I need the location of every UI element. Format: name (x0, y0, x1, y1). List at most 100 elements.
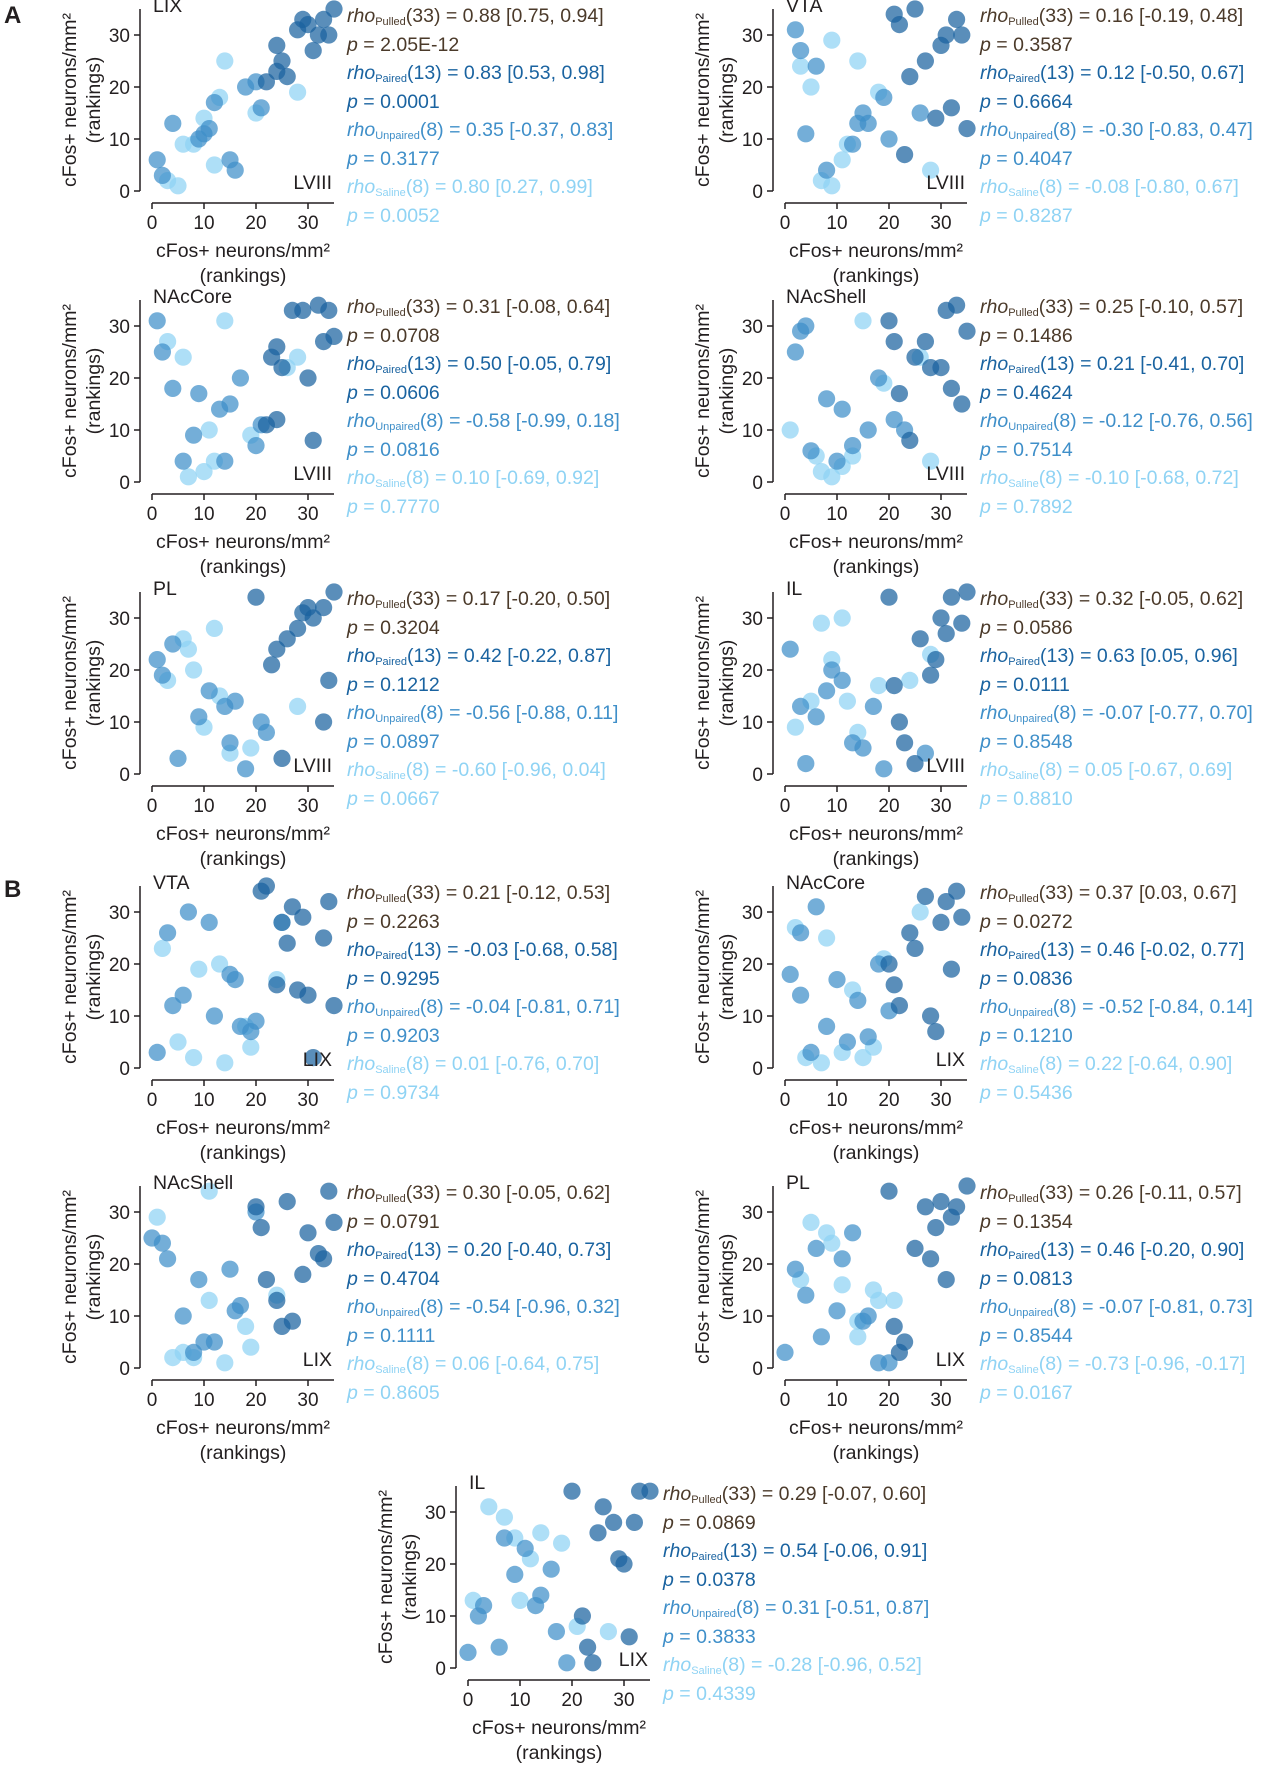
point-paired (268, 338, 286, 356)
y-axis-label: cFos+ neurons/mm² (59, 890, 81, 1064)
point-unpaired (859, 1028, 877, 1046)
y-tick-label: 0 (752, 765, 763, 786)
point-unpaired (880, 130, 898, 148)
x-axis-label: cFos+ neurons/mm² (789, 1117, 963, 1139)
x-tick-label: 0 (147, 504, 158, 525)
x-axis-label-units: (rankings) (833, 848, 920, 870)
point-unpaired (828, 971, 846, 989)
x-tick-label: 30 (930, 1390, 951, 1411)
plot-title: PL (786, 1172, 810, 1194)
point-paired (927, 1023, 945, 1041)
p-value-saline: p = 0.9734 (347, 1081, 440, 1104)
point-unpaired (153, 1234, 171, 1252)
point-paired (958, 1177, 976, 1195)
point-unpaired (875, 760, 893, 778)
point-unpaired (459, 1643, 477, 1661)
x-tick-label: 30 (930, 1090, 951, 1111)
point-paired (268, 1291, 286, 1309)
y-axis-label-units: (rankings) (716, 57, 738, 144)
point-paired (948, 1198, 966, 1216)
rho-unpaired: rhoUnpaired(8) = -0.12 [-0.76, 0.56] (980, 410, 1253, 433)
point-paired (294, 1265, 312, 1283)
point-paired (573, 1607, 592, 1625)
rho-paired: rhoPaired(13) = 0.50 [-0.05, 0.79] (347, 353, 612, 376)
y-axis-label-units: (rankings) (716, 348, 738, 435)
y-tick-label: 30 (109, 1203, 130, 1224)
point-unpaired (542, 1560, 560, 1578)
point-paired (942, 960, 961, 978)
point-saline (885, 1291, 903, 1309)
x-tick-label: 10 (826, 1090, 847, 1111)
point-paired (948, 882, 966, 900)
point-saline (216, 52, 234, 70)
point-paired (937, 893, 955, 911)
x-tick-label: 30 (930, 796, 951, 817)
point-paired (268, 411, 286, 429)
point-unpaired (558, 1654, 576, 1672)
point-unpaired (802, 1043, 820, 1061)
x-axis-label: cFos+ neurons/mm² (156, 823, 330, 845)
point-unpaired (506, 1565, 524, 1583)
rho-saline: rhoSaline(8) = -0.10 [-0.68, 0.72] (980, 467, 1239, 490)
point-paired (320, 671, 338, 690)
x-axis-label: cFos+ neurons/mm² (156, 240, 330, 262)
point-unpaired (164, 379, 182, 397)
y-tick-label: 20 (109, 369, 130, 390)
p-value-saline: p = 0.8287 (980, 204, 1073, 227)
point-saline (200, 1182, 218, 1200)
point-paired (325, 0, 343, 18)
y-axis-label: cFos+ neurons/mm² (59, 304, 81, 478)
point-paired (625, 1513, 644, 1531)
x-axis-label-units: (rankings) (833, 1142, 920, 1164)
point-saline (179, 468, 197, 486)
point-unpaired (828, 452, 846, 470)
corner-label: LVIII (926, 755, 965, 777)
y-axis-label-units: (rankings) (83, 934, 105, 1021)
point-unpaired (823, 661, 841, 679)
point-paired (885, 976, 903, 994)
p-value-pulled: p = 0.3204 (347, 616, 440, 639)
point-paired (257, 73, 275, 91)
stats-block-5: rhoPulled(33) = 0.17 [-0.20, 0.50] p = 0.… (347, 585, 618, 813)
point-paired (304, 1049, 322, 1067)
point-unpaired (875, 88, 893, 106)
x-tick-label: 20 (245, 1390, 266, 1411)
p-value-unpaired: p = 0.7514 (980, 438, 1073, 461)
plot-title: IL (469, 1472, 485, 1494)
y-tick-label: 10 (742, 1307, 763, 1328)
point-paired (304, 431, 322, 449)
point-paired (922, 666, 940, 684)
point-unpaired (818, 161, 836, 179)
p-value-unpaired: p = 0.3833 (663, 1625, 756, 1648)
y-tick-label: 10 (109, 713, 130, 734)
point-saline (922, 452, 940, 470)
p-value-paired: p = 0.1212 (347, 673, 440, 696)
rho-pulled: rhoPulled(33) = 0.16 [-0.19, 0.48] (980, 5, 1244, 28)
y-tick-label: 20 (109, 1255, 130, 1276)
y-tick-label: 10 (742, 713, 763, 734)
rho-saline: rhoSaline(8) = -0.08 [-0.80, 0.67] (980, 176, 1239, 199)
point-paired (880, 312, 898, 330)
y-tick-label: 30 (109, 609, 130, 630)
rho-saline: rhoSaline(8) = 0.06 [-0.64, 0.75] (347, 1353, 600, 1376)
y-tick-label: 20 (742, 1255, 763, 1276)
x-tick-label: 30 (297, 213, 318, 234)
point-unpaired (807, 1239, 825, 1257)
x-tick-label: 20 (878, 213, 899, 234)
point-paired (273, 749, 291, 768)
x-axis-label: cFos+ neurons/mm² (789, 823, 963, 845)
x-axis-label: cFos+ neurons/mm² (472, 1717, 646, 1739)
rho-saline: rhoSaline(8) = 0.05 [-0.67, 0.69] (980, 759, 1233, 782)
point-paired (916, 1198, 935, 1216)
point-paired (948, 296, 966, 314)
point-paired (896, 734, 914, 752)
point-saline (812, 614, 831, 632)
point-paired (901, 68, 919, 86)
y-tick-label: 10 (109, 1007, 130, 1028)
point-paired (563, 1482, 581, 1500)
point-paired (247, 1198, 265, 1216)
point-saline (833, 609, 851, 627)
point-paired (299, 1224, 317, 1242)
point-paired (304, 42, 322, 60)
